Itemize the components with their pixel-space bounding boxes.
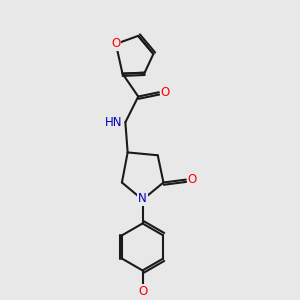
Text: O: O [111,38,121,50]
Text: O: O [138,285,147,298]
Text: N: N [138,192,147,205]
Text: O: O [160,86,170,99]
Text: O: O [188,173,197,186]
Text: HN: HN [105,116,122,129]
